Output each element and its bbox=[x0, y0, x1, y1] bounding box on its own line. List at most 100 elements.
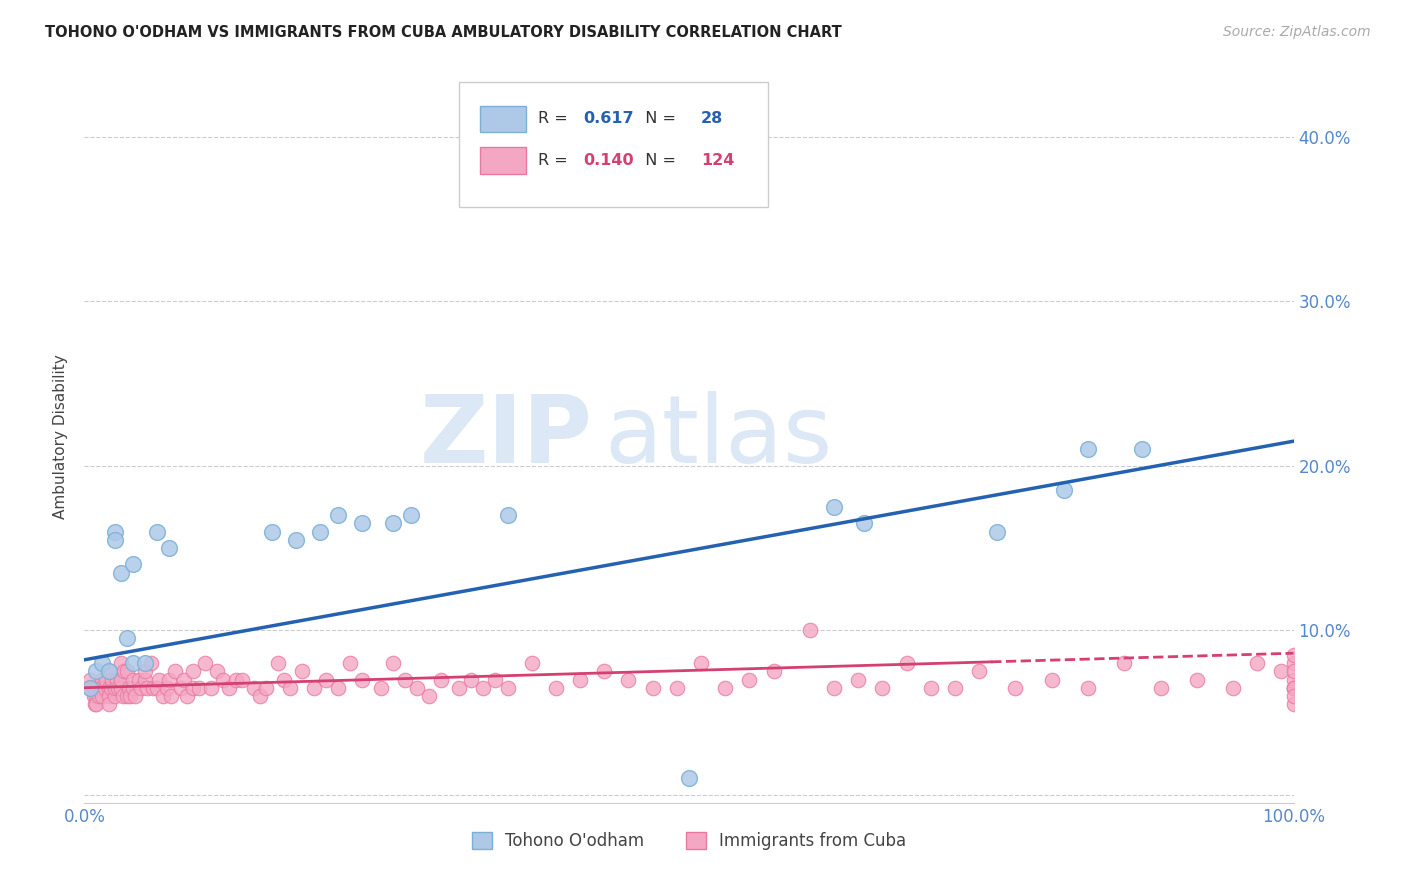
Text: 124: 124 bbox=[702, 153, 734, 168]
Text: 0.617: 0.617 bbox=[583, 112, 634, 127]
Point bbox=[1077, 442, 1099, 457]
Point bbox=[165, 665, 187, 679]
Point bbox=[134, 673, 156, 687]
Point bbox=[118, 681, 141, 695]
Point bbox=[569, 673, 592, 687]
Point bbox=[231, 673, 253, 687]
Point bbox=[212, 673, 235, 687]
Point bbox=[1222, 681, 1244, 695]
Point bbox=[112, 689, 135, 703]
Point bbox=[83, 689, 105, 703]
Point bbox=[79, 681, 101, 695]
Point bbox=[86, 665, 108, 679]
Text: 28: 28 bbox=[702, 112, 723, 127]
Point bbox=[260, 524, 283, 539]
Point bbox=[394, 673, 416, 687]
Text: atlas: atlas bbox=[605, 391, 832, 483]
Text: ZIP: ZIP bbox=[419, 391, 592, 483]
Point bbox=[200, 681, 222, 695]
Point bbox=[762, 665, 785, 679]
Point bbox=[520, 656, 543, 670]
Point bbox=[112, 665, 135, 679]
Point bbox=[430, 673, 453, 687]
Point bbox=[176, 689, 198, 703]
Text: R =: R = bbox=[538, 153, 572, 168]
Point bbox=[86, 689, 108, 703]
Point bbox=[115, 665, 138, 679]
Point bbox=[207, 665, 229, 679]
Point bbox=[284, 533, 308, 547]
Point bbox=[84, 697, 107, 711]
Point bbox=[896, 656, 918, 670]
Point bbox=[225, 673, 247, 687]
Point bbox=[339, 656, 361, 670]
Point bbox=[418, 689, 440, 703]
Point bbox=[87, 689, 110, 703]
Point bbox=[155, 681, 177, 695]
Point bbox=[97, 665, 120, 679]
Text: N =: N = bbox=[634, 153, 681, 168]
Point bbox=[94, 673, 117, 687]
Point bbox=[496, 681, 519, 695]
Point bbox=[273, 673, 295, 687]
Point bbox=[157, 541, 180, 555]
Point bbox=[129, 681, 152, 695]
Point bbox=[115, 689, 138, 703]
Point bbox=[97, 689, 120, 703]
Point bbox=[328, 508, 350, 523]
Point bbox=[218, 681, 240, 695]
Legend: Tohono O'odham, Immigrants from Cuba: Tohono O'odham, Immigrants from Cuba bbox=[465, 825, 912, 856]
Point bbox=[823, 681, 845, 695]
Point bbox=[110, 681, 132, 695]
Point bbox=[194, 656, 217, 670]
Point bbox=[157, 673, 180, 687]
Point bbox=[370, 681, 392, 695]
Point bbox=[1004, 681, 1026, 695]
Point bbox=[352, 516, 374, 531]
Point bbox=[242, 681, 264, 695]
Point bbox=[1282, 681, 1305, 695]
Point bbox=[1282, 697, 1305, 711]
Point bbox=[381, 516, 404, 531]
Point bbox=[641, 681, 664, 695]
Point bbox=[86, 681, 108, 695]
Point bbox=[110, 673, 132, 687]
Point bbox=[799, 624, 821, 638]
Point bbox=[352, 673, 374, 687]
Point bbox=[124, 689, 146, 703]
Point bbox=[678, 771, 700, 785]
Point bbox=[181, 665, 204, 679]
Text: Source: ZipAtlas.com: Source: ZipAtlas.com bbox=[1223, 25, 1371, 39]
Point bbox=[146, 681, 169, 695]
Point bbox=[544, 681, 567, 695]
Point bbox=[1040, 673, 1063, 687]
Point bbox=[94, 681, 117, 695]
Point bbox=[152, 689, 174, 703]
Point bbox=[460, 673, 482, 687]
Point bbox=[872, 681, 894, 695]
Point bbox=[173, 673, 195, 687]
FancyBboxPatch shape bbox=[479, 106, 526, 132]
Point bbox=[86, 697, 108, 711]
Point bbox=[104, 689, 127, 703]
Point bbox=[91, 673, 114, 687]
Point bbox=[986, 524, 1008, 539]
Point bbox=[267, 656, 290, 670]
Point bbox=[309, 524, 332, 539]
Text: TOHONO O'ODHAM VS IMMIGRANTS FROM CUBA AMBULATORY DISABILITY CORRELATION CHART: TOHONO O'ODHAM VS IMMIGRANTS FROM CUBA A… bbox=[45, 25, 842, 40]
Point bbox=[1149, 681, 1171, 695]
Point bbox=[139, 656, 162, 670]
FancyBboxPatch shape bbox=[479, 147, 526, 174]
Point bbox=[920, 681, 942, 695]
Point bbox=[484, 673, 506, 687]
Point bbox=[1282, 681, 1305, 695]
Point bbox=[170, 681, 193, 695]
Point bbox=[128, 673, 150, 687]
Point bbox=[188, 681, 211, 695]
Point bbox=[104, 533, 127, 547]
Point bbox=[134, 656, 156, 670]
Point bbox=[148, 673, 170, 687]
Point bbox=[1282, 681, 1305, 695]
FancyBboxPatch shape bbox=[460, 82, 768, 207]
Point bbox=[823, 500, 845, 514]
